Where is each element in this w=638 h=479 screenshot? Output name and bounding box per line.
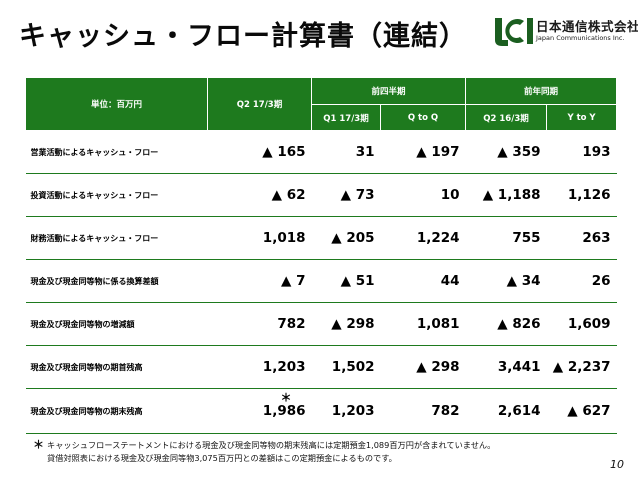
cell-value: 1,081 xyxy=(380,302,466,346)
cell-value: ▲ 62 xyxy=(207,173,312,217)
row-label: 投資活動によるキャッシュ・フロー xyxy=(25,173,208,217)
company-logo: 日本通信株式会社 Japan Communications Inc. xyxy=(494,15,638,47)
cell-value: 44 xyxy=(380,259,466,303)
cell-value-text: 1,986 xyxy=(262,403,306,419)
table-row: 現金及び現金同等物の期首残高 1,203 1,502 ▲ 298 3,441 ▲… xyxy=(25,345,617,389)
cash-flow-table: 単位：百万円 Q2 17/3期 前四半期 前年同期 Q1 17/3期 Q to … xyxy=(25,77,618,434)
cell-value: 10 xyxy=(380,173,466,217)
row-label: 営業活動によるキャッシュ・フロー xyxy=(25,130,208,174)
cell-value: 1,609 xyxy=(546,302,617,346)
sub-header-qtoq: Q to Q xyxy=(379,104,467,131)
cell-value: 2,614 xyxy=(465,388,547,434)
unit-header: 単位：百万円 xyxy=(25,77,208,131)
page-title: キャッシュ・フロー計算書（連結） xyxy=(19,21,467,52)
sub-header-q1: Q1 17/3期 xyxy=(311,104,381,131)
cell-value: 1,502 xyxy=(311,345,381,389)
cell-value: ＊ 1,986 xyxy=(207,388,312,434)
cell-value: 782 xyxy=(380,388,466,434)
row-label: 現金及び現金同等物に係る換算差額 xyxy=(25,259,208,303)
cell-value: 193 xyxy=(546,130,617,174)
sub-header-q2-prev: Q2 16/3期 xyxy=(465,104,548,131)
table-row: 現金及び現金同等物に係る換算差額 ▲ 7 ▲ 51 44 ▲ 34 26 xyxy=(25,259,617,303)
cell-value: ▲ 73 xyxy=(311,173,381,217)
cell-value: 26 xyxy=(546,259,617,303)
row-label: 現金及び現金同等物の期末残高 xyxy=(25,388,208,434)
cell-value: 1,224 xyxy=(380,216,466,260)
cell-value: ▲ 298 xyxy=(311,302,381,346)
cell-value: ▲ 197 xyxy=(380,130,466,174)
cell-value: 755 xyxy=(465,216,547,260)
cell-value: ▲ 627 xyxy=(546,388,617,434)
cell-value: ▲ 2,237 xyxy=(546,345,617,389)
row-label: 現金及び現金同等物の増減額 xyxy=(25,302,208,346)
company-name: 日本通信株式会社 xyxy=(536,19,638,34)
cell-value: 1,018 xyxy=(207,216,312,260)
footnote-line-1: キャッシュフローステートメントにおける現金及び現金同等物の期末残高には定期預金1… xyxy=(47,440,496,450)
current-period-header: Q2 17/3期 xyxy=(207,77,312,131)
cell-value: ▲ 7 xyxy=(207,259,312,303)
footnote: ＊キャッシュフローステートメントにおける現金及び現金同等物の期末残高には定期預金… xyxy=(33,438,495,465)
cell-value: 263 xyxy=(546,216,617,260)
sub-header-ytoy: Y to Y xyxy=(546,104,618,131)
cell-value: ▲ 298 xyxy=(380,345,466,389)
cell-value: 782 xyxy=(207,302,312,346)
table-row: 現金及び現金同等物の増減額 782 ▲ 298 1,081 ▲ 826 1,60… xyxy=(25,302,617,346)
cell-value: 1,126 xyxy=(546,173,617,217)
cell-value: ▲ 34 xyxy=(465,259,547,303)
cell-value: ▲ 165 xyxy=(207,130,312,174)
footnote-line-2: 貸借対照表における現金及び現金同等物3,075百万円との差額はこの定期預金による… xyxy=(47,453,397,463)
cell-value: 3,441 xyxy=(465,345,547,389)
footnote-mark: ＊ xyxy=(33,438,44,451)
cell-value: ▲ 51 xyxy=(311,259,381,303)
table-row: 投資活動によるキャッシュ・フロー ▲ 62 ▲ 73 10 ▲ 1,188 1,… xyxy=(25,173,617,217)
cell-value: 31 xyxy=(311,130,381,174)
cell-value: ▲ 359 xyxy=(465,130,547,174)
prev-year-group-header: 前年同期 xyxy=(465,77,618,105)
table-row: 財務活動によるキャッシュ・フロー 1,018 ▲ 205 1,224 755 2… xyxy=(25,216,617,260)
note-mark: ＊ xyxy=(280,391,292,404)
jci-logo-icon xyxy=(495,18,533,46)
cell-value: ▲ 205 xyxy=(311,216,381,260)
cell-value: ▲ 1,188 xyxy=(465,173,547,217)
page-number: 10 xyxy=(610,458,624,471)
table-row: 営業活動によるキャッシュ・フロー ▲ 165 31 ▲ 197 ▲ 359 19… xyxy=(25,130,617,174)
company-name-en: Japan Communications Inc. xyxy=(536,34,625,42)
table-row: 現金及び現金同等物の期末残高 ＊ 1,986 1,203 782 2,614 ▲… xyxy=(25,388,617,434)
cell-value: ▲ 826 xyxy=(465,302,547,346)
cell-value: 1,203 xyxy=(311,388,381,434)
row-label: 財務活動によるキャッシュ・フロー xyxy=(25,216,208,260)
cell-value: 1,203 xyxy=(207,345,312,389)
prev-quarter-group-header: 前四半期 xyxy=(310,77,467,105)
row-label: 現金及び現金同等物の期首残高 xyxy=(25,345,208,389)
